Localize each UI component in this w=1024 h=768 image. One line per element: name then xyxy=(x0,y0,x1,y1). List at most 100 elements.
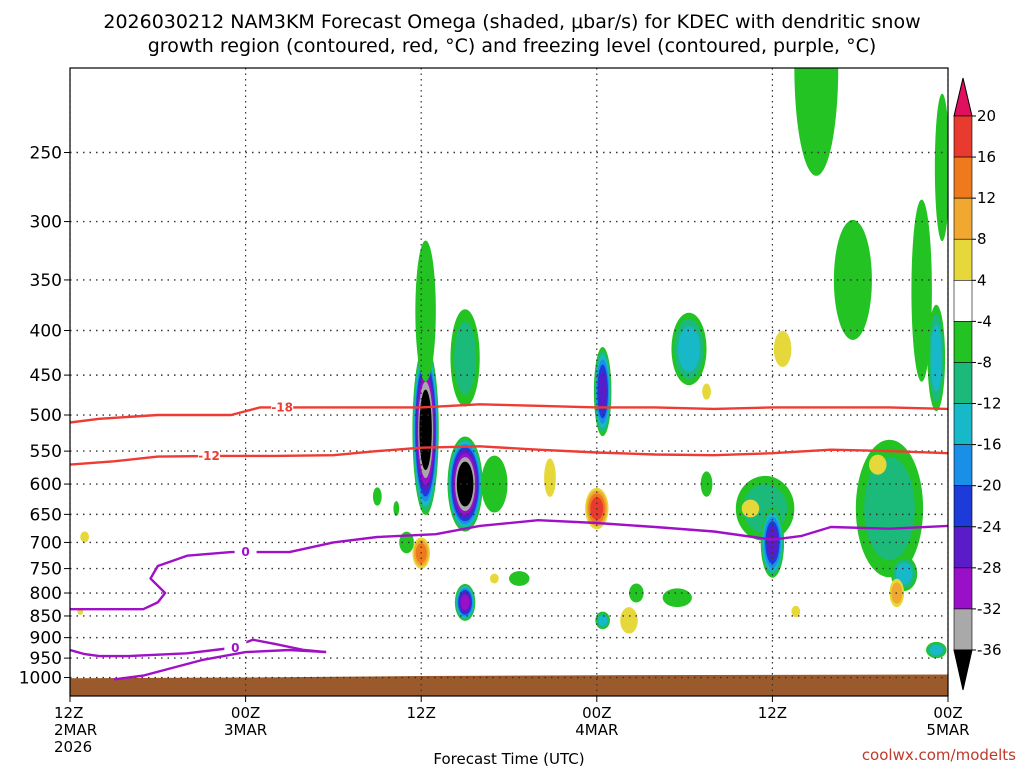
omega-feature-33 xyxy=(399,531,414,554)
omega-feature-13 xyxy=(620,607,638,634)
omega-band-26-0 xyxy=(868,454,887,475)
omega-feature-34 xyxy=(393,501,400,516)
colorbar-band-4 xyxy=(953,280,973,322)
omega-band-35-0 xyxy=(662,588,692,608)
omega-band-21-0 xyxy=(794,68,839,176)
omega-feature-11 xyxy=(489,573,499,584)
colorbar-band-10 xyxy=(953,526,973,569)
omega-feature-30 xyxy=(926,641,947,659)
y-tick-500: 500 xyxy=(30,406,62,426)
omega-band-1-0 xyxy=(415,240,436,382)
omega-feature-5 xyxy=(454,583,476,621)
omega-feature-1 xyxy=(415,240,436,382)
omega-shading-layer xyxy=(77,68,948,659)
contour-label-bg-freezing-level-upper xyxy=(234,545,257,559)
x-tick-36-line-0: 00Z xyxy=(582,704,611,722)
omega-band-30-2 xyxy=(929,644,943,656)
colorbar-band-5 xyxy=(953,321,973,363)
omega-feature-20 xyxy=(741,499,760,518)
omega-band-12-0 xyxy=(509,571,530,586)
y-tick-700: 700 xyxy=(30,533,62,553)
omega-feature-36 xyxy=(791,605,801,618)
y-tick-300: 300 xyxy=(30,213,62,233)
colorbar-label-5: -4 xyxy=(977,312,992,330)
colorbar-band-6 xyxy=(953,362,973,404)
colorbar-band-1 xyxy=(953,156,973,199)
contour-freezing-level-tail xyxy=(113,648,327,681)
omega-band-31-0 xyxy=(80,531,90,543)
colorbar-label-3: 8 xyxy=(977,230,987,248)
omega-feature-28 xyxy=(927,304,946,412)
colorbar-label-2: 12 xyxy=(977,189,996,207)
omega-feature-3 xyxy=(447,436,483,532)
omega-band-34-0 xyxy=(393,501,400,516)
y-tick-950: 950 xyxy=(30,649,62,669)
omega-feature-31 xyxy=(80,531,90,543)
omega-band-38-0 xyxy=(372,487,382,506)
grid-layer xyxy=(70,68,948,696)
plot-area: -18 -12 0 0 xyxy=(70,68,948,696)
omega-band-16-0 xyxy=(700,471,713,497)
y-tick-450: 450 xyxy=(30,366,62,386)
colorbar-label-0: 20 xyxy=(977,107,996,125)
omega-band-36-0 xyxy=(791,605,801,618)
y-tick-650: 650 xyxy=(30,505,62,525)
x-tick-12-line-1: 3MAR xyxy=(224,721,267,739)
colorbar-label-13: -36 xyxy=(977,641,1002,659)
omega-feature-4 xyxy=(450,309,480,407)
colorbar-label-8: -16 xyxy=(977,436,1002,454)
omega-band-24-2 xyxy=(895,562,913,585)
contour-label-dgz-minus-12: -12 xyxy=(198,449,220,463)
colorbar-band-2 xyxy=(953,197,973,240)
colorbar-band-12 xyxy=(953,608,973,651)
omega-feature-16 xyxy=(700,471,713,497)
y-tick-600: 600 xyxy=(30,475,62,495)
contour-freezing-level-lower xyxy=(70,638,327,658)
y-tick-350: 350 xyxy=(30,271,62,291)
colorbar-band-8 xyxy=(953,444,973,486)
x-tick-60-line-1: 5MAR xyxy=(926,721,969,739)
x-tick-0-line-2: 2026 xyxy=(54,738,92,756)
x-tick-60-line-0: 00Z xyxy=(933,704,962,722)
omega-feature-23 xyxy=(855,439,924,578)
colorbar-label-9: -20 xyxy=(977,477,1002,495)
contour-dgz-minus-18 xyxy=(70,403,948,424)
y-axis: 2503003504004505005506006507007508008509… xyxy=(19,144,70,689)
contour-label-bg-dgz-minus-18 xyxy=(271,400,294,414)
y-tick-900: 900 xyxy=(30,629,62,649)
contour-label-freezing-level-lower: 0 xyxy=(231,641,239,655)
y-tick-850: 850 xyxy=(30,607,62,627)
omega-band-37-0 xyxy=(702,383,711,400)
omega-band-20-0 xyxy=(741,499,760,518)
omega-feature-10 xyxy=(481,455,508,513)
colorbar-bottom-arrow xyxy=(953,649,973,691)
contour-label-dgz-minus-18: -18 xyxy=(271,400,293,414)
omega-band-13-0 xyxy=(620,607,638,634)
contour-freezing-level-upper xyxy=(70,519,948,611)
omega-band-33-0 xyxy=(399,531,414,554)
terrain-layer xyxy=(70,674,948,696)
omega-feature-35 xyxy=(662,588,692,608)
omega-band-27-0 xyxy=(911,199,932,382)
omega-feature-22 xyxy=(833,219,872,340)
contour-layer: -18 -12 0 0 xyxy=(70,400,948,681)
omega-band-29-0 xyxy=(934,93,948,242)
y-tick-750: 750 xyxy=(30,560,62,580)
contour-label-bg-dgz-minus-12 xyxy=(198,448,221,462)
colorbar-label-10: -24 xyxy=(977,518,1002,536)
y-tick-1000: 1000 xyxy=(19,669,62,689)
omega-band-28-2 xyxy=(930,324,942,392)
plot-frame xyxy=(69,67,949,697)
terrain-fill xyxy=(70,674,948,696)
omega-feature-15 xyxy=(671,312,707,386)
colorbar-label-12: -32 xyxy=(977,600,1002,618)
colorbar-band-3 xyxy=(953,238,973,281)
omega-feature-0 xyxy=(412,344,439,516)
colorbar: 20 16 12 8 4 -4 -8 -12 -16 -20 -24 -28 -32 -36 xyxy=(953,77,1002,691)
contour-label-bg-freezing-level-lower xyxy=(224,640,247,654)
colorbar-label-1: 16 xyxy=(977,148,996,166)
colorbar-band-11 xyxy=(953,567,973,610)
colorbar-label-11: -28 xyxy=(977,559,1002,577)
